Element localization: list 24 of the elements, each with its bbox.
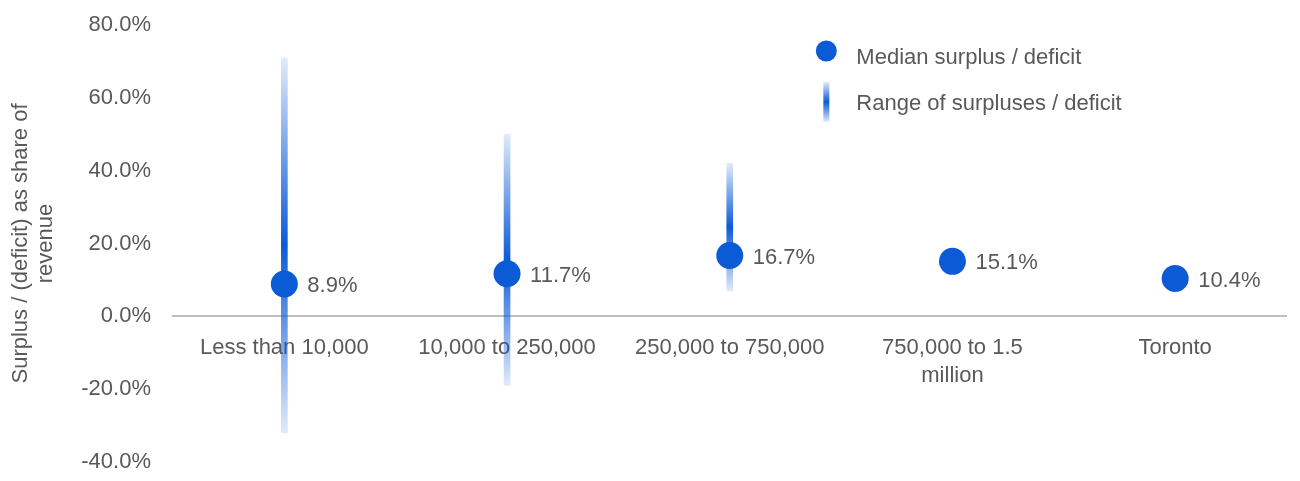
x-tick-label: Toronto <box>1138 333 1212 359</box>
y-tick-label: 80.0% <box>88 11 151 37</box>
x-tick-label: 750,000 to 1.5 million <box>882 333 1023 388</box>
data-label: 10.4% <box>1198 266 1261 292</box>
y-tick-label: -40.0% <box>81 448 151 474</box>
data-label: 16.7% <box>752 243 816 269</box>
x-tick-label: 10,000 to 250,000 <box>418 333 596 359</box>
point <box>716 242 744 270</box>
y-tick-label: 60.0% <box>88 83 151 109</box>
point <box>270 270 298 298</box>
y-tick-label: 20.0% <box>88 229 151 255</box>
data-label: 11.7% <box>530 261 591 287</box>
legend-label: Median surplus / deficit <box>856 44 1082 70</box>
data-label: 15.1% <box>975 249 1038 275</box>
x-tick-label: 250,000 to 750,000 <box>634 333 825 359</box>
point <box>938 247 966 275</box>
point <box>1161 264 1189 292</box>
point <box>493 260 521 288</box>
y-axis-title: Surplus / (deficit) as share of revenue <box>6 102 58 384</box>
y-tick-label: 0.0% <box>100 302 151 328</box>
data-label: 8.9% <box>307 271 358 297</box>
y-tick-label: -20.0% <box>81 375 151 401</box>
legend-label: Range of surpluses / deficit <box>856 90 1122 116</box>
y-tick-label: 40.0% <box>88 156 151 182</box>
